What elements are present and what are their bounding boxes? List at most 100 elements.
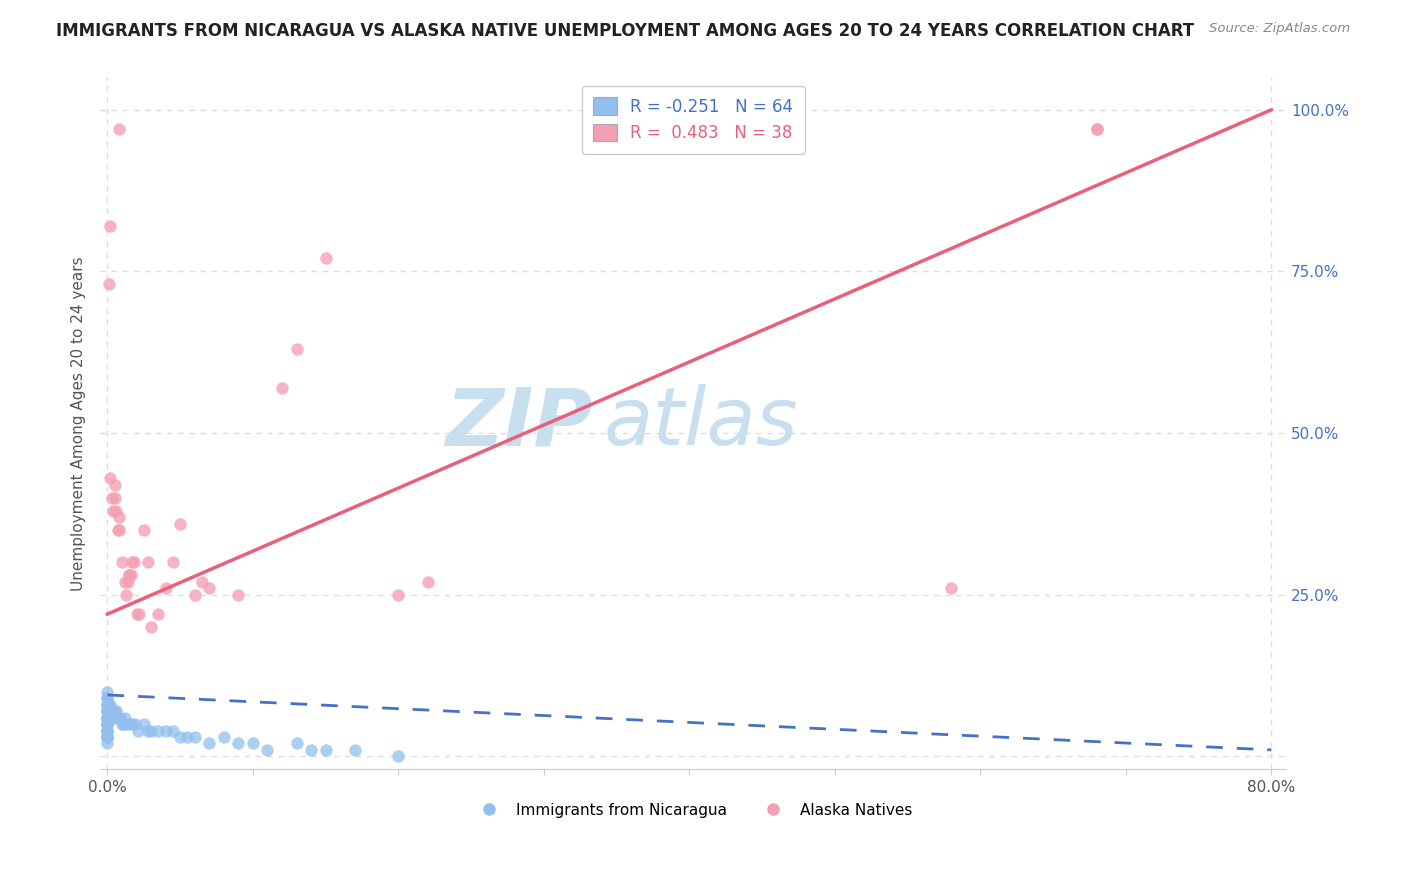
Point [183,588,205,602]
Point [315,743,337,757]
Point [271,381,294,395]
Point [114,710,136,724]
Point [104,477,127,491]
Point [242,736,264,750]
Point [191,574,214,589]
Point [148,723,170,738]
Point [97,277,120,292]
Text: ZIP: ZIP [444,384,592,462]
Point [155,581,177,595]
Point [155,723,177,738]
Point [96,730,118,744]
Point [127,723,149,738]
Point [941,581,963,595]
Point [96,723,118,738]
Point [107,710,129,724]
Point [100,704,122,718]
Point [105,503,128,517]
Point [256,743,278,757]
Point [97,698,120,712]
Point [96,691,118,706]
Point [124,717,146,731]
Text: IMMIGRANTS FROM NICARAGUA VS ALASKA NATIVE UNEMPLOYMENT AMONG AGES 20 TO 24 YEAR: IMMIGRANTS FROM NICARAGUA VS ALASKA NATI… [56,22,1194,40]
Point [96,717,118,731]
Point [118,568,141,582]
Point [96,717,118,731]
Point [118,717,141,731]
Point [103,710,125,724]
Point [115,588,138,602]
Point [387,749,409,764]
Point [1085,122,1108,136]
Point [112,717,135,731]
Point [285,342,308,356]
Y-axis label: Unemployment Among Ages 20 to 24 years: Unemployment Among Ages 20 to 24 years [72,256,86,591]
Point [198,581,221,595]
Point [108,523,131,537]
Point [98,698,121,712]
Point [343,743,366,757]
Point [103,503,125,517]
Point [110,710,132,724]
Point [96,710,118,724]
Point [125,607,148,621]
Point [387,588,409,602]
Point [98,219,121,234]
Point [96,717,118,731]
Point [97,704,120,718]
Point [228,588,250,602]
Point [108,122,131,136]
Point [96,723,118,738]
Point [98,471,121,485]
Point [198,736,221,750]
Point [96,698,118,712]
Point [114,574,136,589]
Point [416,574,439,589]
Point [111,555,134,569]
Point [315,252,337,266]
Point [1085,122,1108,136]
Point [148,607,170,621]
Point [108,510,131,524]
Legend: Immigrants from Nicaragua, Alaska Natives: Immigrants from Nicaragua, Alaska Native… [467,797,920,824]
Point [136,723,159,738]
Point [96,710,118,724]
Point [105,704,128,718]
Point [115,717,138,731]
Point [169,516,191,531]
Point [96,684,118,698]
Point [139,620,162,634]
Point [96,704,118,718]
Text: atlas: atlas [605,384,799,462]
Point [136,555,159,569]
Point [96,704,118,718]
Point [121,555,143,569]
Point [96,698,118,712]
Point [107,523,129,537]
Point [183,730,205,744]
Point [96,717,118,731]
Point [96,730,118,744]
Point [100,710,122,724]
Point [169,730,191,744]
Point [117,574,139,589]
Point [100,491,122,505]
Point [121,717,143,731]
Point [212,730,235,744]
Point [162,723,184,738]
Point [111,717,134,731]
Point [132,523,155,537]
Point [96,736,118,750]
Point [128,607,150,621]
Point [118,568,141,582]
Point [104,491,127,505]
Point [96,730,118,744]
Point [98,704,121,718]
Point [299,743,322,757]
Point [162,555,184,569]
Point [96,723,118,738]
Point [96,710,118,724]
Point [104,704,127,718]
Point [96,698,118,712]
Point [120,568,142,582]
